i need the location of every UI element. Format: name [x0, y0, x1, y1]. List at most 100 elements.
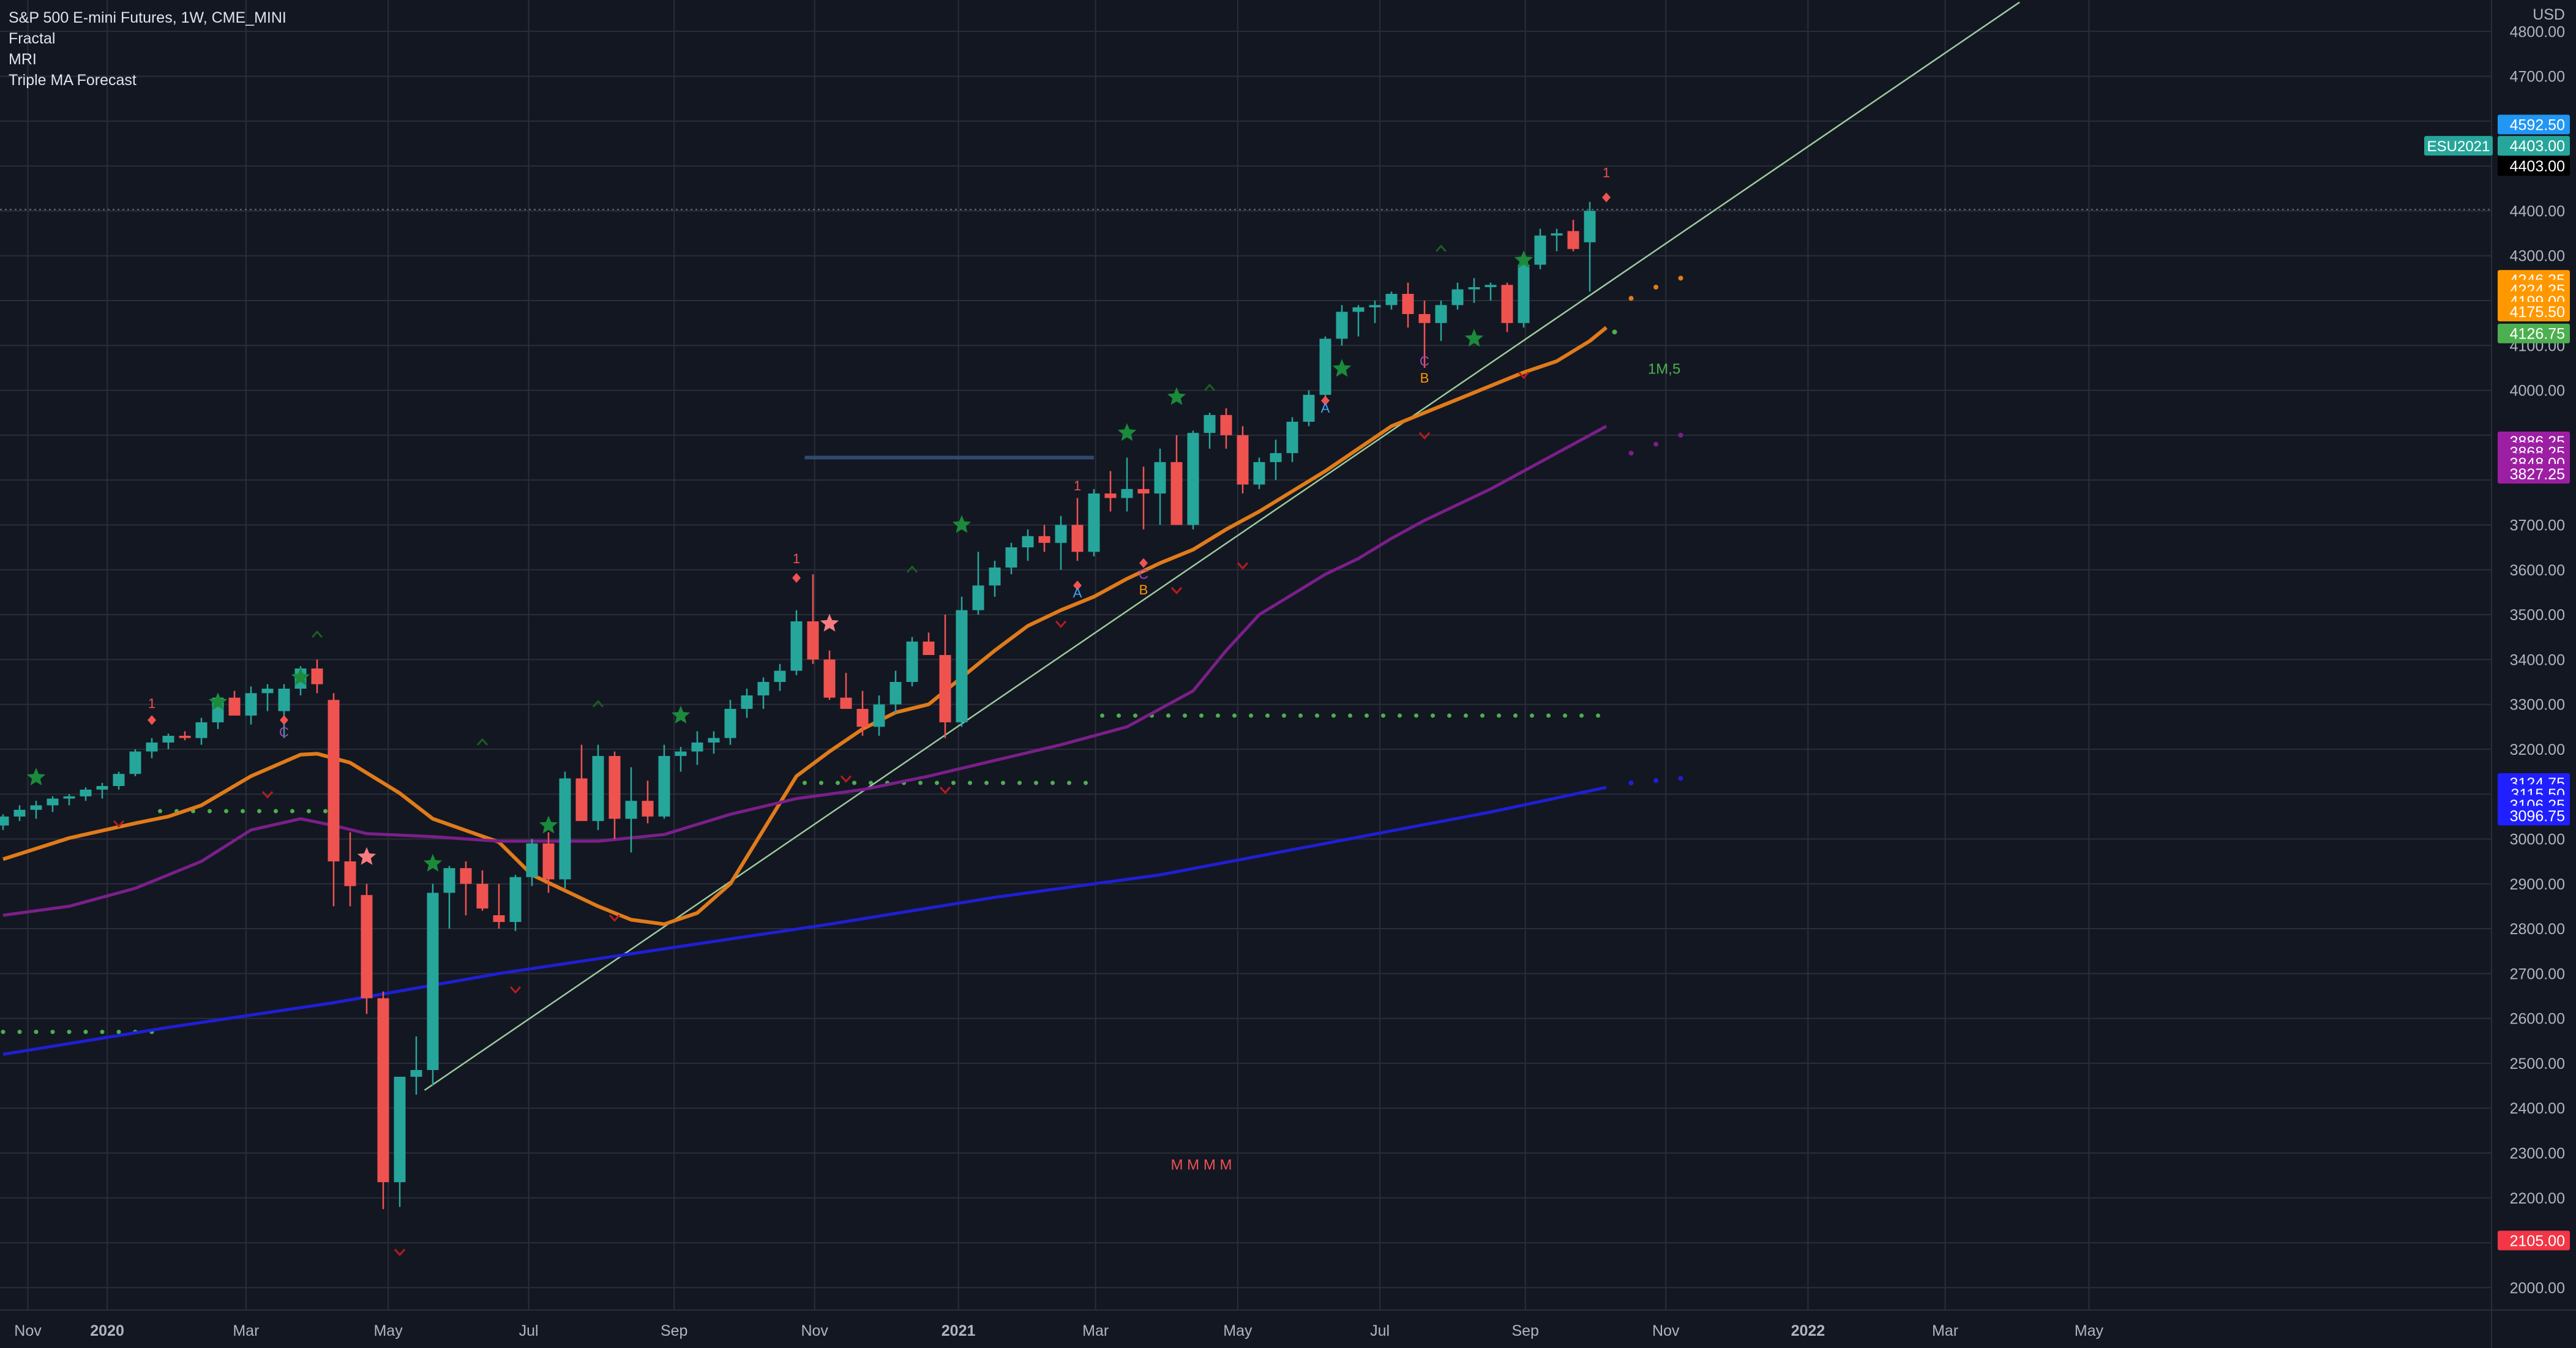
candle-body[interactable]	[1584, 211, 1596, 242]
candle-body[interactable]	[658, 755, 670, 817]
candle-body[interactable]	[939, 655, 951, 722]
indicator-mri[interactable]: MRI	[9, 51, 37, 68]
candle-body[interactable]	[63, 796, 75, 799]
candle-body[interactable]	[989, 567, 1001, 586]
candle-body[interactable]	[509, 877, 522, 923]
candle-body[interactable]	[113, 774, 125, 786]
candle-body[interactable]	[1451, 289, 1464, 305]
candle-body[interactable]	[1518, 264, 1530, 323]
candle-body[interactable]	[708, 738, 720, 743]
candle-body[interactable]	[823, 659, 836, 698]
candle-body[interactable]	[840, 697, 852, 709]
candle-body[interactable]	[1220, 414, 1232, 435]
candle-body[interactable]	[30, 805, 42, 810]
candle-body[interactable]	[1567, 231, 1579, 249]
candle-body[interactable]	[1336, 312, 1348, 339]
candle-body[interactable]	[195, 722, 208, 738]
candle-body[interactable]	[889, 681, 902, 705]
candle-body[interactable]	[460, 868, 472, 884]
candle-body[interactable]	[1270, 453, 1282, 462]
candle-body[interactable]	[261, 688, 274, 694]
candle-body[interactable]	[1038, 536, 1050, 543]
candle-body[interactable]	[1534, 235, 1546, 265]
candle-body[interactable]	[642, 801, 654, 817]
candle-body[interactable]	[1369, 305, 1381, 308]
trend-line[interactable]	[424, 1, 2020, 1091]
candle-body[interactable]	[1418, 314, 1431, 323]
candle-body[interactable]	[1485, 285, 1497, 288]
candle-body[interactable]	[443, 868, 455, 893]
candle-body[interactable]	[1022, 536, 1034, 548]
candle-body[interactable]	[625, 801, 637, 819]
candle-body[interactable]	[559, 778, 571, 880]
candle-body[interactable]	[741, 695, 753, 709]
symbol-tag[interactable]	[2424, 136, 2493, 156]
candle-body[interactable]	[691, 742, 703, 752]
candle-body[interactable]	[0, 816, 9, 826]
candle-body[interactable]	[1385, 294, 1398, 305]
candle-body[interactable]	[757, 681, 769, 695]
candle-body[interactable]	[1121, 489, 1133, 498]
candle-body[interactable]	[47, 798, 59, 806]
candle-body[interactable]	[493, 915, 505, 923]
candle-body[interactable]	[1402, 294, 1414, 315]
candle-body[interactable]	[228, 697, 241, 716]
candle-body[interactable]	[179, 735, 191, 738]
candle-body[interactable]	[1005, 547, 1017, 568]
candle-body[interactable]	[311, 668, 323, 684]
candle-body[interactable]	[972, 585, 984, 610]
candle-body[interactable]	[1088, 493, 1100, 552]
candle-body[interactable]	[427, 893, 439, 1070]
candle-body[interactable]	[328, 700, 340, 862]
chart-title[interactable]: S&P 500 E-mini Futures, 1W, CME_MINI	[9, 9, 286, 26]
candle-body[interactable]	[1303, 394, 1315, 422]
candle-body[interactable]	[1154, 462, 1166, 494]
candle-body[interactable]	[377, 998, 389, 1183]
candle-body[interactable]	[1137, 489, 1150, 494]
candle-body[interactable]	[80, 789, 92, 796]
candle-body[interactable]	[245, 693, 257, 716]
candle-body[interactable]	[1253, 462, 1265, 485]
candle-body[interactable]	[146, 742, 158, 752]
candle-body[interactable]	[129, 751, 141, 774]
candle-body[interactable]	[807, 621, 819, 660]
candle-body[interactable]	[344, 861, 356, 886]
candle-body[interactable]	[1187, 433, 1199, 525]
candle-body[interactable]	[1468, 287, 1480, 290]
candle-body[interactable]	[906, 642, 918, 682]
candle-body[interactable]	[361, 895, 373, 998]
candle-body[interactable]	[1501, 285, 1513, 323]
candle-body[interactable]	[856, 708, 869, 727]
candle-body[interactable]	[1104, 493, 1117, 498]
candle-body[interactable]	[774, 670, 786, 682]
candle-body[interactable]	[13, 809, 26, 817]
candle-body[interactable]	[592, 755, 604, 822]
candle-body[interactable]	[1204, 414, 1216, 433]
candle-body[interactable]	[278, 688, 290, 711]
candle-body[interactable]	[1319, 339, 1331, 395]
candle-body[interactable]	[608, 755, 621, 819]
candle-body[interactable]	[956, 610, 968, 722]
indicator-fractal[interactable]: Fractal	[9, 30, 56, 47]
candle-body[interactable]	[162, 735, 174, 743]
candle-body[interactable]	[1551, 233, 1563, 236]
candle-body[interactable]	[675, 751, 687, 756]
candle-body[interactable]	[923, 642, 935, 655]
candle-body[interactable]	[1055, 525, 1067, 543]
candle-body[interactable]	[724, 708, 736, 738]
candle-body[interactable]	[526, 843, 538, 877]
candle-body[interactable]	[1071, 525, 1084, 552]
candle-body[interactable]	[476, 883, 489, 909]
candle-body[interactable]	[542, 843, 555, 880]
candle-body[interactable]	[394, 1076, 406, 1183]
candle-body[interactable]	[1237, 435, 1249, 485]
candle-body[interactable]	[1435, 305, 1447, 323]
candle-body[interactable]	[873, 704, 885, 727]
candle-body[interactable]	[790, 621, 803, 671]
candle-body[interactable]	[1170, 462, 1183, 525]
candle-body[interactable]	[575, 778, 588, 822]
candle-body[interactable]	[1352, 307, 1365, 312]
candle-body[interactable]	[410, 1069, 422, 1077]
indicator-triple-ma[interactable]: Triple MA Forecast	[9, 72, 137, 89]
